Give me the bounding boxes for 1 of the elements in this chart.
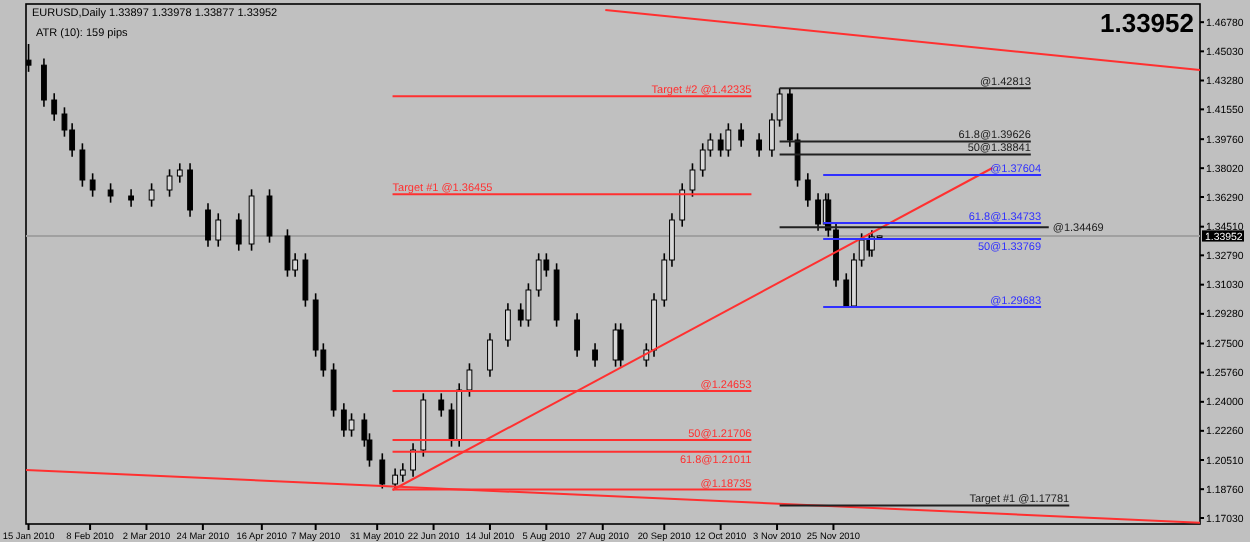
annotation: 1.33952 [1100,8,1194,38]
